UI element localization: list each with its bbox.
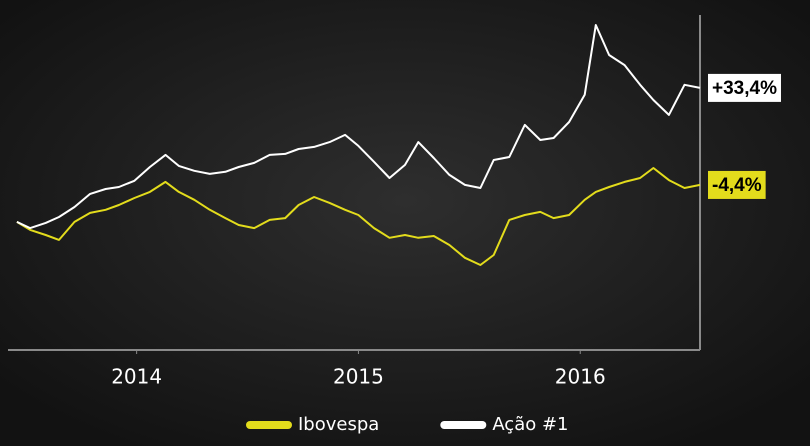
end-label-box [708, 170, 766, 199]
series-line [16, 24, 701, 230]
legend-label: Ação #1 [492, 414, 568, 435]
end-label: -4,4% [712, 175, 762, 196]
end-label-box [708, 73, 781, 102]
end-label: +33,4% [712, 78, 777, 99]
x-tick-label: 2016 [555, 365, 606, 389]
series-line [16, 167, 701, 266]
x-tick-label: 2015 [333, 365, 384, 389]
legend-label: Ibovespa [298, 414, 379, 435]
x-tick-label: 2014 [111, 365, 162, 389]
